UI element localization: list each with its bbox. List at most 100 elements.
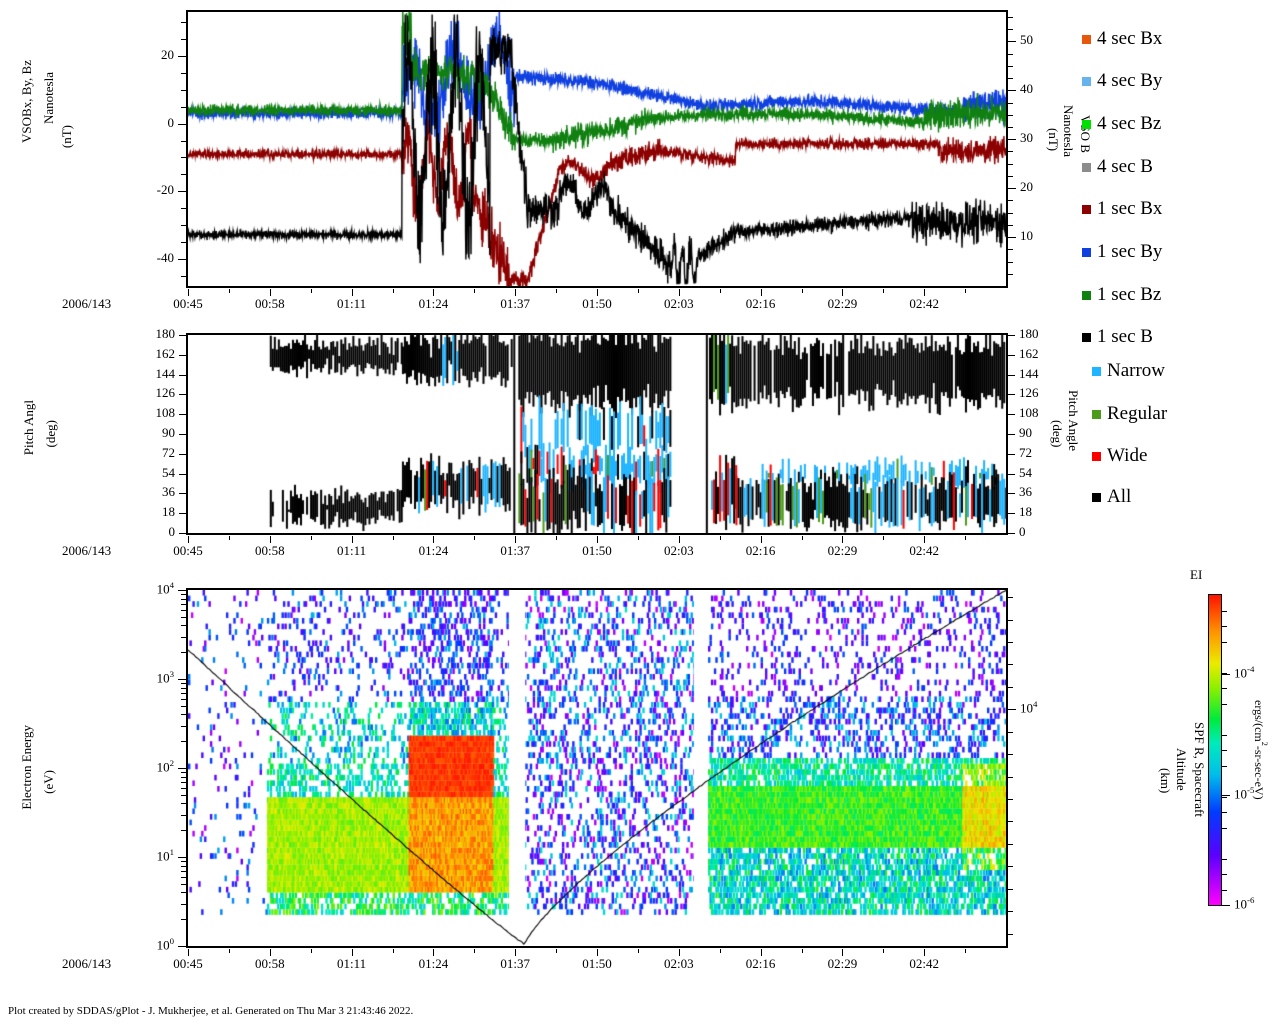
y-tick-label: 102 — [156, 758, 174, 775]
y-tick-minor — [181, 794, 186, 796]
x-tick-label: 01:11 — [337, 956, 367, 971]
y-tick-mark — [1008, 414, 1015, 416]
x-tick-label: 01:11 — [337, 543, 367, 558]
y-tick-mark — [178, 191, 186, 193]
legend-item-wide[interactable]: Wide — [1092, 445, 1147, 467]
y-tick-label: 0 — [168, 524, 176, 539]
y-tick-minor — [1008, 754, 1013, 756]
x-tick-label: 02:16 — [745, 956, 776, 971]
panel-bot-date-label: 2006/143 — [62, 956, 112, 971]
y-tick-label: 101 — [156, 847, 174, 864]
y-tick-minor — [181, 683, 186, 685]
legend-item-1-sec-b[interactable]: 1 sec B — [1082, 326, 1153, 348]
x-tick-label: 02:16 — [745, 543, 776, 558]
legend-label: Narrow — [1107, 360, 1166, 381]
y-tick-label: 54 — [162, 464, 175, 480]
y-tick-label: 144 — [155, 365, 176, 381]
y-tick-mark — [179, 533, 186, 534]
y-tick-minor — [1008, 200, 1013, 202]
y-tick-minor — [1008, 65, 1013, 67]
legend-item-4-sec-b[interactable]: 4 sec B — [1082, 156, 1153, 178]
legend-item-4-sec-bx[interactable]: 4 sec Bx — [1082, 28, 1162, 50]
x-tick-label: 01:24 — [418, 296, 449, 311]
legend-label: 4 sec Bz — [1097, 113, 1162, 134]
y-tick-minor — [1008, 866, 1013, 868]
y-tick-minor — [1008, 776, 1013, 778]
legend-item-1-sec-bz[interactable]: 1 sec Bz — [1082, 284, 1161, 306]
y-tick-minor — [1008, 126, 1013, 128]
y-tick-mark — [178, 946, 186, 947]
y-tick-mark — [1008, 709, 1016, 711]
legend-item-all[interactable]: All — [1092, 486, 1131, 508]
legend-swatch-icon — [1082, 34, 1091, 44]
y-tick-mark — [179, 513, 186, 515]
colorbar-tick-minor — [1222, 874, 1227, 875]
y-tick-mark — [1008, 473, 1015, 475]
x-tick-mark — [924, 536, 926, 543]
legend-label: Wide — [1107, 445, 1148, 466]
x-tick-minor — [637, 536, 639, 540]
x-tick-label: 01:50 — [582, 543, 612, 558]
colorbar-tick-minor — [1222, 641, 1227, 643]
y-tick-minor — [181, 89, 186, 91]
panel-bot-ylabel-right3: (km) — [1152, 768, 1174, 793]
x-tick-mark — [351, 536, 353, 543]
x-tick-mark — [597, 949, 598, 956]
ylabel-botr-l1: SPF R, Spacecraft — [1192, 722, 1207, 817]
colorbar-tick-minor — [1222, 858, 1227, 860]
panel-mid-ylabel-right2: (deg) — [1044, 420, 1066, 447]
y-tick-minor — [1008, 163, 1013, 165]
x-tick-mark — [433, 949, 435, 956]
x-tick-label: 00:45 — [173, 956, 203, 971]
y-tick-mark — [179, 434, 186, 435]
legend-item-4-sec-by[interactable]: 4 sec By — [1082, 70, 1162, 92]
legend-item-regular[interactable]: Regular — [1092, 403, 1167, 425]
x-tick-minor — [474, 289, 476, 293]
legend-label: Regular — [1107, 403, 1168, 424]
x-tick-minor — [392, 949, 394, 953]
y-tick-label: 30 — [1020, 130, 1033, 146]
y-tick-minor — [181, 594, 186, 596]
y-tick-label: 36 — [162, 484, 175, 500]
colorbar — [1208, 594, 1222, 906]
x-tick-label: 02:03 — [663, 543, 694, 558]
x-tick-minor — [719, 536, 721, 540]
y-tick-minor — [1008, 114, 1013, 116]
legend-label: 1 sec Bz — [1097, 284, 1162, 305]
x-tick-mark — [597, 536, 598, 543]
y-tick-mark — [179, 354, 186, 356]
y-tick-label: 20 — [1020, 179, 1033, 195]
y-tick-label: 90 — [162, 425, 175, 440]
y-tick-minor — [181, 903, 186, 905]
y-tick-label: 72 — [1019, 444, 1032, 460]
y-tick-minor — [181, 275, 186, 277]
x-tick-mark — [515, 949, 517, 956]
x-tick-minor — [392, 289, 394, 293]
y-tick-minor — [181, 787, 186, 789]
y-tick-minor — [181, 876, 186, 878]
y-tick-minor — [181, 714, 186, 716]
legend-item-4-sec-bz[interactable]: 4 sec Bz — [1082, 113, 1161, 135]
x-tick-minor — [719, 949, 721, 953]
y-tick-label: 18 — [162, 504, 175, 520]
y-tick-minor — [1008, 102, 1013, 104]
y-tick-minor — [1008, 888, 1013, 890]
y-tick-minor — [181, 22, 186, 24]
y-tick-minor — [181, 636, 186, 638]
x-tick-label: 00:45 — [173, 296, 203, 311]
y-tick-minor — [181, 106, 186, 108]
y-tick-mark — [179, 473, 186, 475]
panel-top-ylabel-left3: (nT) — [58, 125, 82, 148]
y-tick-mark — [1008, 394, 1015, 396]
y-tick-mark — [1008, 335, 1015, 336]
ylabel-bot-l2: (eV) — [41, 770, 56, 794]
legend-item-narrow[interactable]: Narrow — [1092, 360, 1165, 382]
x-tick-mark — [515, 536, 517, 543]
x-tick-minor — [965, 949, 967, 953]
legend-item-1-sec-by[interactable]: 1 sec By — [1082, 241, 1162, 263]
y-tick-minor — [1008, 821, 1013, 823]
y-tick-minor — [1008, 731, 1013, 733]
legend-item-1-sec-bx[interactable]: 1 sec Bx — [1082, 198, 1162, 220]
electron-spectrogram-panel — [186, 588, 1008, 948]
y-tick-minor — [1008, 273, 1013, 275]
